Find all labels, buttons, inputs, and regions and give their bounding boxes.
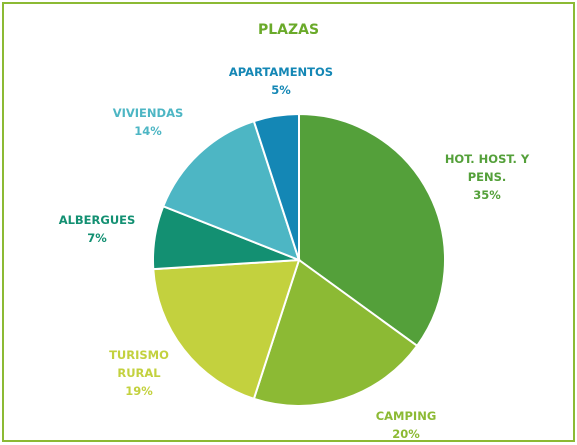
category-label: VIVIENDAS — [112, 106, 184, 120]
category-label: CAMPING — [375, 409, 437, 423]
value-label: 14% — [134, 124, 162, 138]
category-label: APARTAMENTOS — [228, 65, 334, 79]
category-label: HOT. HOST. Y PENS. — [444, 152, 530, 184]
pie-slice — [252, 112, 300, 261]
slice-label: TURISMO RURAL 19% — [94, 346, 184, 400]
value-label: 5% — [271, 83, 291, 97]
slice-label: APARTAMENTOS 5% — [216, 63, 346, 99]
slice-label: CAMPING 20% — [361, 407, 451, 443]
pie-slice — [298, 112, 446, 348]
pie-slice — [152, 258, 301, 401]
value-label: 7% — [87, 231, 107, 245]
pie-slice — [252, 258, 419, 407]
chart-title: PLAZAS — [257, 22, 320, 38]
slice-label: HOT. HOST. Y PENS. 35% — [432, 150, 542, 204]
value-label: 20% — [392, 427, 420, 441]
value-label: 19% — [125, 384, 153, 398]
value-label: 35% — [473, 188, 501, 202]
slice-label: ALBERGUES 7% — [47, 211, 147, 247]
slice-label: VIVIENDAS 14% — [98, 104, 198, 140]
category-label: ALBERGUES — [58, 213, 136, 227]
category-label: TURISMO RURAL — [109, 348, 169, 380]
